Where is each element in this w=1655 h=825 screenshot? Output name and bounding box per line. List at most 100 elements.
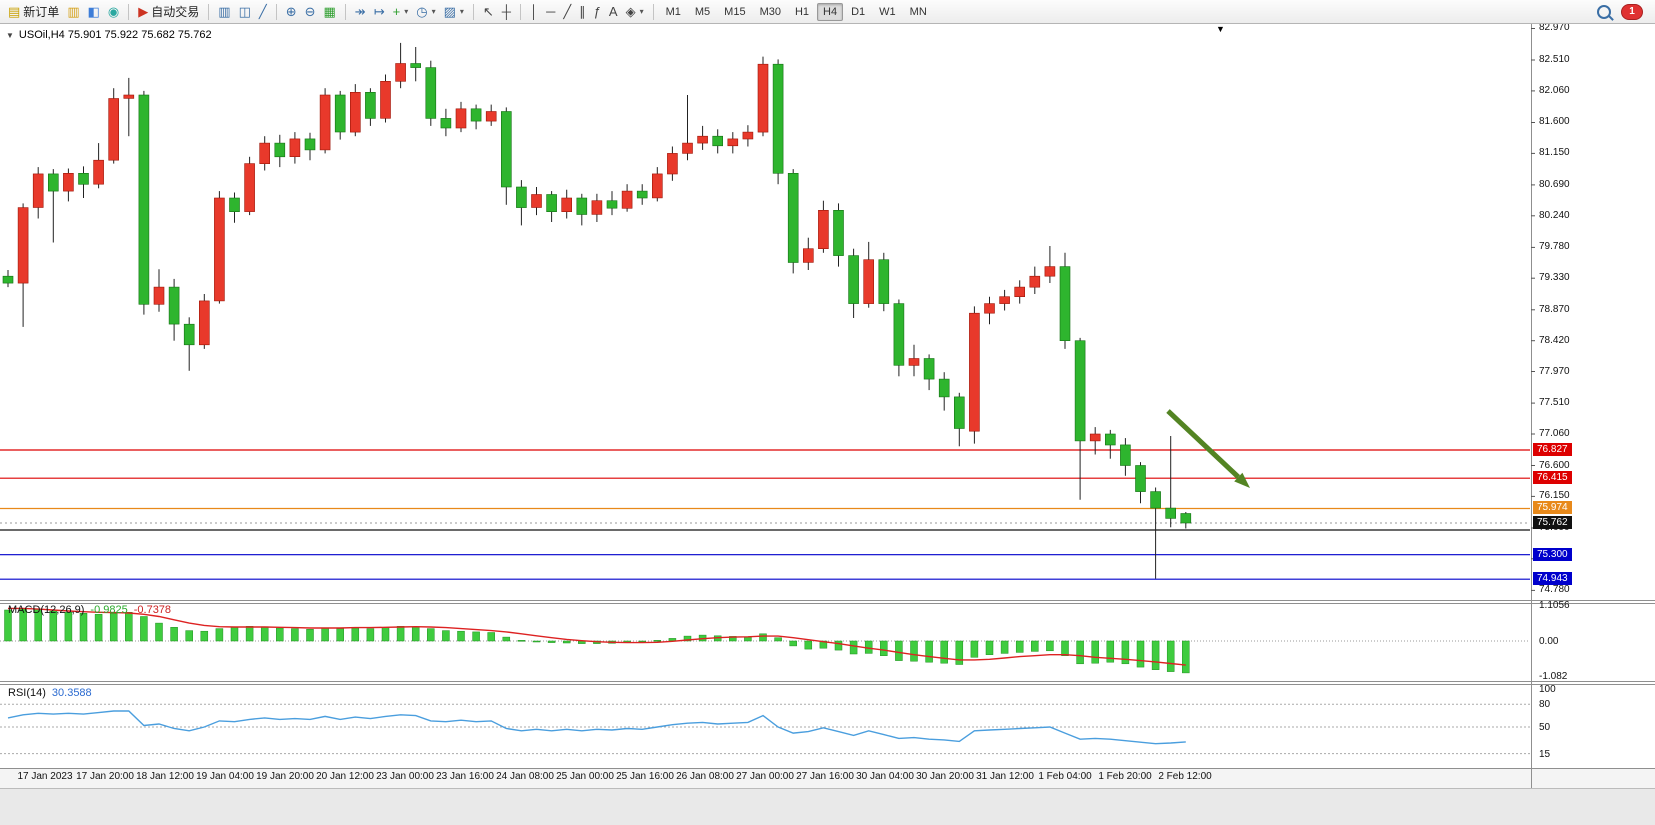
shapes-button[interactable]: ◈ ▾: [622, 2, 648, 21]
macd-label[interactable]: MACD(12,26,9) -0.9825 -0.7378: [8, 604, 171, 616]
timeframe-m1[interactable]: M1: [665, 5, 681, 18]
market-watch-icon: ◧: [87, 4, 100, 19]
zoom-out-icon: ⊖: [304, 4, 316, 19]
shapes-icon: ◈: [625, 4, 636, 19]
auto-scroll-button[interactable]: ↠: [351, 2, 370, 21]
price-tag: 75.300: [1533, 548, 1572, 561]
rsi-axis-label: 50: [1539, 722, 1551, 733]
timeframe-m15[interactable]: M15: [724, 5, 746, 18]
fibonacci-icon: ƒ: [593, 4, 601, 19]
price-tag: 76.415: [1533, 471, 1572, 484]
timeframe-h1[interactable]: H1: [794, 5, 810, 18]
vertical-line-button[interactable]: │: [526, 2, 542, 21]
chart-shift-icon: ↦: [373, 4, 385, 19]
price-axis-label: 79.330: [1539, 272, 1570, 283]
line-chart-icon: ╱: [258, 4, 267, 19]
tile-windows-button[interactable]: ▦: [320, 2, 340, 21]
chevron-down-icon: ▾: [639, 7, 644, 16]
chevron-down-icon: ▾: [459, 7, 464, 16]
timeframe-h4[interactable]: H4: [817, 2, 844, 21]
macd-signal-line: [8, 607, 1186, 666]
macd-signal-value: -0.7378: [133, 604, 172, 616]
timeframe-m5[interactable]: M5: [694, 5, 711, 18]
macd-axis-label: 0.00: [1539, 636, 1559, 647]
cursor-button[interactable]: ↖: [479, 2, 498, 21]
timeframe-d1[interactable]: D1: [851, 5, 866, 18]
time-axis-label: 20 Jan 12:00: [316, 771, 374, 782]
charts-window-button[interactable]: ▥: [63, 2, 83, 21]
toolbar-right: 1: [1597, 3, 1651, 20]
price-axis-label: 76.150: [1539, 490, 1570, 501]
zoom-in-icon: ⊕: [285, 4, 297, 19]
new-order-button-label: 新订单: [23, 5, 60, 19]
timeframe-m30[interactable]: M30: [759, 5, 781, 18]
chevron-down-icon: ▾: [404, 7, 409, 16]
price-axis-label: 78.420: [1539, 335, 1570, 346]
candlestick-icon: ◫: [238, 4, 251, 19]
new-order-button[interactable]: ▤ 新订单: [4, 2, 63, 21]
channel-button[interactable]: ∥: [575, 2, 590, 21]
trendline-icon: ╱: [563, 4, 572, 19]
price-tag: 75.974: [1533, 501, 1572, 514]
toolbar-separator: [275, 3, 277, 20]
candlestick-button[interactable]: ◫: [235, 2, 255, 21]
bottom-filler: [0, 789, 1655, 825]
time-axis-label: 25 Jan 16:00: [616, 771, 674, 782]
price-axis-label: 77.060: [1539, 428, 1570, 439]
fibonacci-button[interactable]: ƒ: [590, 2, 605, 21]
rsi-axis-label: 100: [1539, 684, 1556, 695]
chart-title-bar: ▼ USOil,H4 75.901 75.922 75.682 75.762: [6, 29, 212, 41]
price-axis-label: 80.690: [1539, 179, 1570, 190]
crosshair-button[interactable]: ┼: [498, 2, 515, 21]
horizontal-line-button[interactable]: ─: [542, 2, 559, 21]
market-watch-button[interactable]: ◧: [84, 2, 104, 21]
timeframe-mn[interactable]: MN: [909, 5, 927, 18]
zoom-in-button[interactable]: ⊕: [282, 2, 301, 21]
toolbar-separator: [344, 3, 346, 20]
indicators-button[interactable]: + ▾: [389, 2, 413, 21]
candles: [2, 42, 1192, 579]
chart-shift-marker[interactable]: ▼: [1216, 24, 1225, 34]
line-chart-button[interactable]: ╱: [255, 2, 271, 21]
macd-axis-label: 1.1056: [1539, 600, 1570, 611]
navigator-button[interactable]: ◉: [104, 2, 123, 21]
templates-button[interactable]: ▨ ▾: [440, 2, 468, 21]
rsi-axis-label: 80: [1539, 699, 1551, 710]
trend-arrow[interactable]: [1166, 409, 1250, 488]
search-icon[interactable]: [1597, 4, 1611, 19]
zoom-out-button[interactable]: ⊖: [301, 2, 320, 21]
time-axis-label: 23 Jan 00:00: [376, 771, 434, 782]
expander-icon[interactable]: ▼: [6, 30, 14, 40]
chart-title: USOil,H4 75.901 75.922 75.682 75.762: [18, 29, 212, 41]
chevron-down-icon: ▾: [431, 7, 436, 16]
autotrade-button-label: 自动交易: [151, 5, 200, 19]
price-axis-label: 78.870: [1539, 304, 1570, 315]
time-axis-label: 19 Jan 20:00: [256, 771, 314, 782]
rsi-value: 30.3588: [51, 687, 92, 699]
periods-button[interactable]: ◷ ▾: [412, 2, 439, 21]
toolbar-separator: [520, 3, 522, 20]
notifications-badge[interactable]: 1: [1621, 3, 1643, 20]
time-axis-label: 26 Jan 08:00: [676, 771, 734, 782]
price-axis-label: 80.240: [1539, 210, 1570, 221]
time-axis-label: 17 Jan 2023: [17, 771, 73, 782]
autotrade-button[interactable]: ▶ 自动交易: [134, 2, 203, 21]
time-axis-label: 24 Jan 08:00: [496, 771, 554, 782]
rsi-axis-label: 15: [1539, 749, 1551, 760]
text-button[interactable]: A: [605, 2, 622, 21]
templates-icon: ▨: [443, 4, 456, 19]
macd-main-value: -0.9825: [90, 604, 128, 616]
bar-chart-button[interactable]: ▥: [214, 2, 234, 21]
price-axis-label: 81.150: [1539, 147, 1570, 158]
crosshair-icon: ┼: [501, 4, 512, 19]
horizontal-lines[interactable]: [0, 449, 1530, 580]
navigator-icon: ◉: [107, 4, 120, 19]
chart-shift-button[interactable]: ↦: [370, 2, 389, 21]
periods-icon: ◷: [416, 4, 428, 19]
price-tag: 74.943: [1533, 572, 1572, 585]
trendline-button[interactable]: ╱: [559, 2, 575, 21]
timeframe-w1[interactable]: W1: [879, 5, 896, 18]
rsi-label[interactable]: RSI(14) 30.3588: [8, 687, 92, 699]
vertical-line-icon: │: [530, 4, 539, 19]
